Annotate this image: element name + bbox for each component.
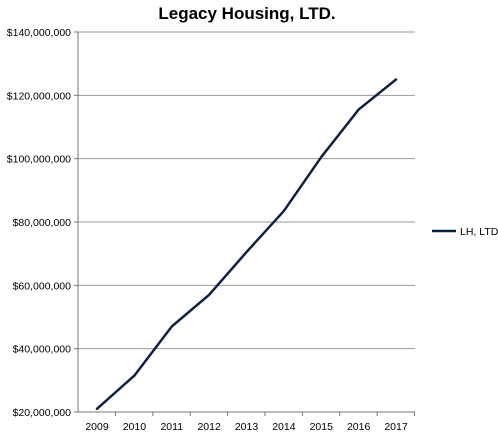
x-axis-tick-labels: 2009 2010 2011 2012 2013 2014 2015 2016 2017 (85, 421, 408, 433)
series-lines (95, 78, 398, 411)
x-tick-label: 2017 (384, 421, 408, 433)
x-tick-label: 2011 (160, 421, 183, 433)
x-tick-label: 2013 (235, 421, 259, 433)
y-tick-label: $40,000,000 (13, 344, 72, 356)
x-tick-label: 2015 (310, 421, 334, 433)
y-tick-label: $80,000,000 (13, 217, 72, 229)
x-tick-label: 2014 (272, 421, 296, 433)
y-tick-label: $140,000,000 (7, 27, 71, 39)
legend: LH, LTD (432, 226, 498, 238)
x-tick-label: 2012 (197, 421, 221, 433)
y-tick-label: $120,000,000 (7, 90, 71, 102)
y-tick-label: $60,000,000 (13, 280, 72, 292)
legend-label: LH, LTD (460, 226, 498, 238)
chart-title: Legacy Housing, LTD. (158, 4, 335, 23)
axes (77, 32, 415, 416)
x-tick-label: 2009 (85, 421, 109, 433)
x-tick-label: 2016 (347, 421, 371, 433)
y-axis-tick-labels: $20,000,000 $40,000,000 $60,000,000 $80,000… (7, 27, 71, 419)
x-tick-label: 2010 (123, 421, 147, 433)
gridlines (74, 31, 415, 413)
series-line (95, 78, 398, 411)
y-tick-label: $100,000,000 (7, 154, 71, 166)
y-tick-label: $20,000,000 (13, 407, 72, 419)
